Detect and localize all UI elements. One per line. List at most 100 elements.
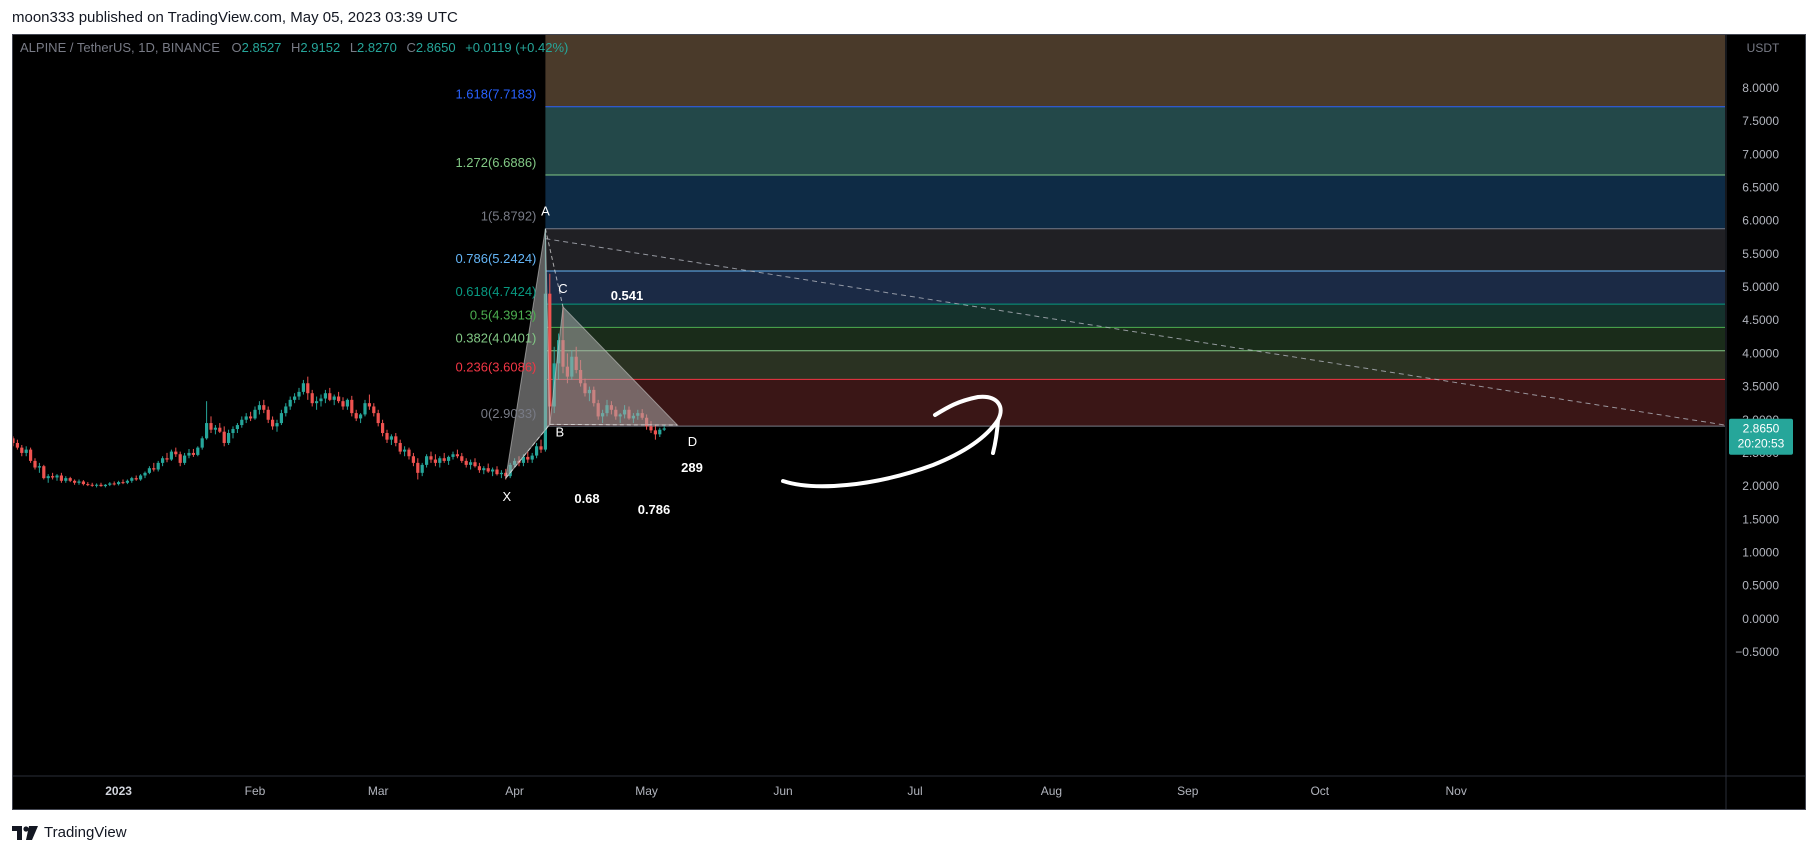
candle-body bbox=[416, 462, 420, 473]
candle-body bbox=[530, 455, 534, 460]
fib-level-label: 0.382(4.0401) bbox=[455, 331, 536, 346]
candle-body bbox=[411, 456, 415, 463]
candle-body bbox=[227, 433, 231, 443]
candle-body bbox=[548, 293, 552, 407]
candle-body bbox=[460, 456, 464, 461]
price-tick-label: 6.5000 bbox=[1742, 181, 1779, 195]
candle-body bbox=[235, 425, 239, 430]
candle-body bbox=[306, 383, 310, 394]
price-tick-label: 8.0000 bbox=[1742, 81, 1779, 95]
candle-body bbox=[429, 456, 433, 460]
time-tick-label: Feb bbox=[245, 784, 266, 798]
candle-body bbox=[143, 472, 147, 476]
candle-body bbox=[81, 481, 85, 485]
chart-canvas[interactable]: X A B C D 0.541 0.68 0.786 289 1.618(7.7183) 1.27… bbox=[13, 35, 1806, 810]
candle-body bbox=[13, 438, 15, 443]
candle-body bbox=[495, 469, 499, 475]
fib-level-label: 0.236(3.6086) bbox=[455, 359, 536, 374]
candle-body bbox=[662, 428, 666, 430]
candle-body bbox=[315, 401, 319, 404]
candle-body bbox=[341, 401, 345, 407]
candle-body bbox=[262, 405, 266, 410]
candle-body bbox=[68, 478, 72, 481]
fib-zone bbox=[545, 270, 1725, 305]
legend-open-label: O bbox=[232, 40, 242, 55]
pattern-point-label: C bbox=[558, 281, 567, 296]
candle-body bbox=[29, 449, 33, 461]
candle-body bbox=[121, 482, 125, 484]
candle-body bbox=[165, 458, 169, 460]
time-tick-label: Mar bbox=[368, 784, 389, 798]
candle-body bbox=[231, 429, 235, 434]
ohlc-legend: ALPINE / TetherUS, 1D, BINANCE O2.8527 H… bbox=[20, 40, 568, 55]
candle-body bbox=[64, 478, 68, 481]
candle-body bbox=[433, 459, 437, 463]
candle-body bbox=[187, 452, 191, 456]
candle-body bbox=[178, 454, 182, 463]
bd-ratio-line bbox=[549, 423, 678, 426]
price-tick-label: 0.0000 bbox=[1742, 612, 1779, 626]
price-tick-label: 3.5000 bbox=[1742, 380, 1779, 394]
fib-lines bbox=[545, 106, 1725, 427]
fib-level-label: 0.618(4.7424) bbox=[455, 284, 536, 299]
candle-body bbox=[398, 442, 402, 452]
price-tick-label: 6.0000 bbox=[1742, 214, 1779, 228]
candle-body bbox=[332, 396, 336, 400]
price-tick-label: 4.5000 bbox=[1742, 313, 1779, 327]
candle-body bbox=[284, 406, 288, 414]
candle-body bbox=[345, 399, 349, 407]
candle-body bbox=[108, 483, 112, 485]
price-tick-label: 4.0000 bbox=[1742, 346, 1779, 360]
fib-level-label: 1.272(6.6886) bbox=[455, 155, 536, 170]
chart-panel[interactable]: X A B C D 0.541 0.68 0.786 289 1.618(7.7183) 1.27… bbox=[12, 34, 1806, 810]
candle-body bbox=[103, 484, 107, 487]
candle-body bbox=[161, 458, 165, 463]
candle-body bbox=[372, 406, 376, 414]
candle-body bbox=[288, 399, 292, 407]
pattern-ratio-label: 0.68 bbox=[574, 491, 599, 506]
publish-header: moon333 published on TradingView.com, Ma… bbox=[12, 9, 458, 26]
last-price-box bbox=[1729, 418, 1793, 455]
harmonic-pattern[interactable]: X A B C D 0.541 0.68 0.786 289 bbox=[502, 204, 1726, 517]
candle-body bbox=[209, 423, 213, 430]
arrow-annotation[interactable] bbox=[781, 394, 1003, 489]
candle-body bbox=[504, 472, 508, 477]
time-tick-label: Jul bbox=[907, 784, 922, 798]
fib-level-label: 1.618(7.7183) bbox=[455, 87, 536, 102]
candle-body bbox=[169, 451, 173, 460]
candle-body bbox=[205, 423, 209, 439]
candle-body bbox=[301, 383, 305, 392]
legend-change: +0.0119 (+0.42%) bbox=[465, 40, 568, 55]
candle-body bbox=[59, 475, 63, 481]
candle-body bbox=[213, 427, 217, 430]
candle-body bbox=[363, 403, 367, 415]
candle-body bbox=[464, 460, 468, 465]
candle-body bbox=[521, 456, 525, 463]
candle-body bbox=[455, 454, 459, 457]
projection-trendline bbox=[545, 238, 1726, 426]
time-tick-label: May bbox=[635, 784, 658, 798]
candle-body bbox=[275, 423, 279, 427]
candle-body bbox=[658, 429, 662, 435]
legend-open: 2.8527 bbox=[242, 40, 282, 55]
time-tick-label: Oct bbox=[1310, 784, 1329, 798]
candle-body bbox=[653, 430, 657, 435]
candle-body bbox=[649, 426, 653, 431]
pattern-point-label: D bbox=[688, 434, 697, 449]
legend-low: 2.8270 bbox=[357, 40, 397, 55]
candle-body bbox=[438, 458, 442, 463]
candle-body bbox=[425, 456, 429, 465]
price-tick-label: 2.0000 bbox=[1742, 479, 1779, 493]
candle-body bbox=[310, 393, 314, 404]
last-price-label: 2.8650 20:20:53 bbox=[1729, 418, 1793, 455]
time-axis[interactable]: 2023 Feb Mar Apr May Jun Jul Aug Sep Oct Nov bbox=[105, 784, 1467, 798]
pattern-point-label: A bbox=[541, 204, 550, 219]
time-tick-label: Jun bbox=[773, 784, 792, 798]
candle-body bbox=[191, 452, 195, 455]
candle-body bbox=[319, 398, 323, 402]
footer: TradingView bbox=[12, 824, 127, 841]
price-tick-label: 1.0000 bbox=[1742, 545, 1779, 559]
candle-countdown: 20:20:53 bbox=[1738, 437, 1785, 451]
candle-body bbox=[473, 462, 477, 467]
price-axis[interactable]: 8.0000 7.5000 7.0000 6.5000 6.0000 5.5000 5.00… bbox=[1735, 81, 1779, 659]
